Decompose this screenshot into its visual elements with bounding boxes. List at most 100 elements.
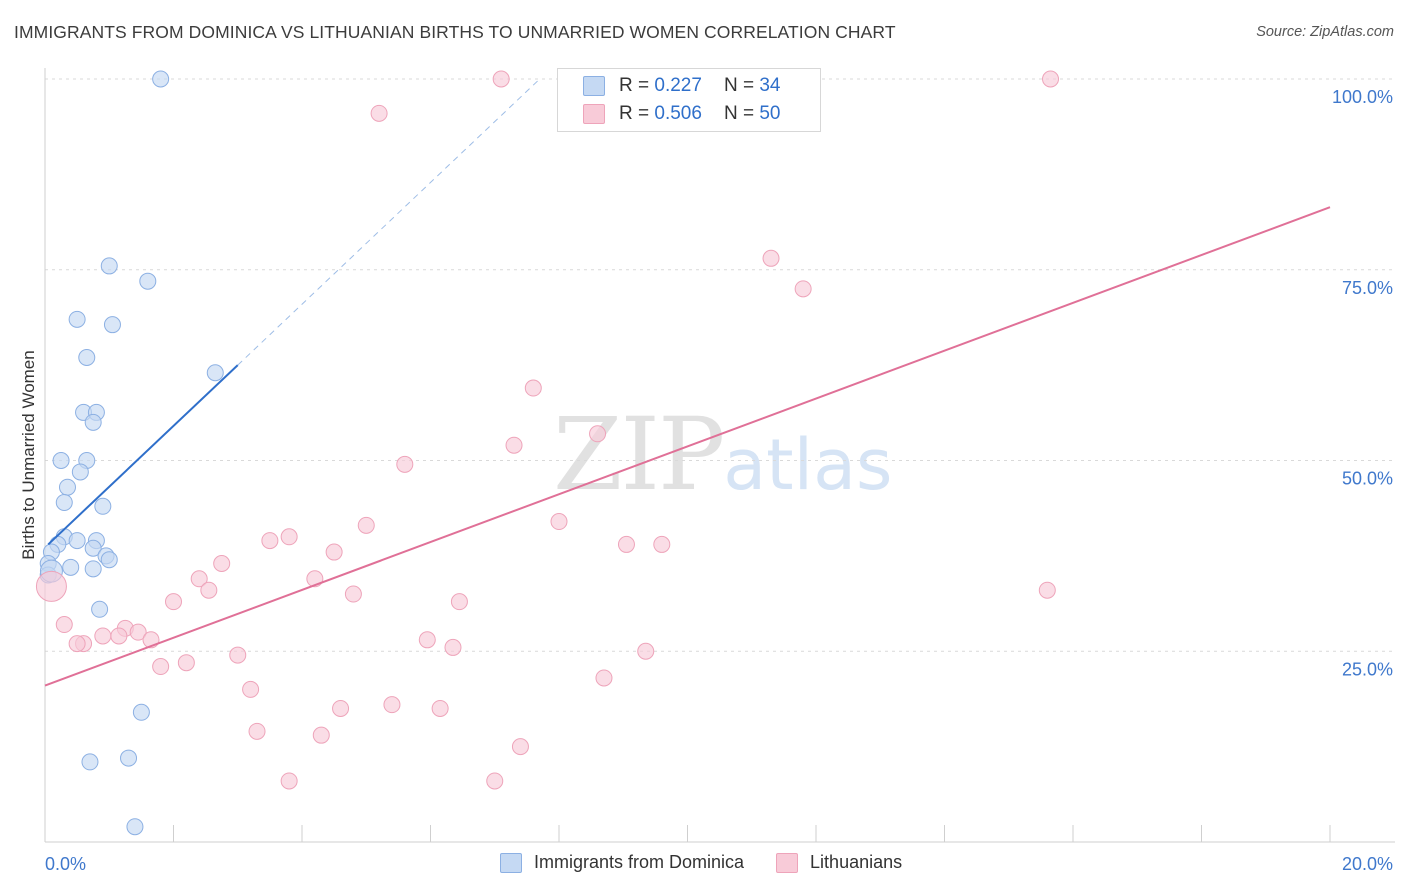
dominica-point xyxy=(68,532,86,550)
lithuanian-point xyxy=(152,658,170,676)
axis-layer xyxy=(44,68,1395,843)
lithuanian-point xyxy=(213,555,231,573)
dominica-trend-extension xyxy=(237,78,541,366)
dominica-point xyxy=(139,272,157,290)
dominica-point xyxy=(91,600,109,618)
lithuanian-point xyxy=(248,722,266,740)
y-axis-label: Births to Unmarried Women xyxy=(19,350,38,559)
lithuanian-point xyxy=(511,738,529,756)
lithuanian-point xyxy=(312,726,330,744)
lithuanian-point xyxy=(1042,70,1060,88)
legend-n-label: N = xyxy=(723,75,755,96)
legend-swatch-pink xyxy=(583,104,605,124)
dominica-point xyxy=(100,257,118,275)
chart-title: IMMIGRANTS FROM DOMINICA VS LITHUANIAN B… xyxy=(14,22,896,42)
legend-swatch-blue xyxy=(500,852,522,873)
dominica-point xyxy=(132,703,150,721)
correlation-legend: R = 0.227 N = 34 R = 0.506 N = 50 xyxy=(557,68,821,132)
source-label: Source: ZipAtlas.com xyxy=(1256,24,1394,40)
lithuanian-point xyxy=(110,627,128,645)
watermark-atlas: atlas xyxy=(723,424,893,506)
lithuanian-point xyxy=(344,585,362,603)
lithuanian-point xyxy=(229,646,247,664)
watermark-zip: ZIP xyxy=(553,396,725,513)
lithuanian-point xyxy=(35,570,67,602)
dominica-point xyxy=(103,316,121,334)
lithuanian-point xyxy=(794,280,812,298)
dominica-point xyxy=(62,558,80,576)
dominica-point xyxy=(81,753,99,771)
watermark: ZIPatlas xyxy=(553,396,892,513)
y-tick-label: 25.0% xyxy=(1342,659,1393,679)
legend-swatch-pink xyxy=(776,852,799,873)
grid-layer xyxy=(45,78,1395,652)
legend-r-label: R = xyxy=(619,75,650,96)
lithuanian-point xyxy=(762,249,780,267)
lithuanian-point xyxy=(370,104,388,122)
legend-row-dominica: R = 0.227 N = 34 xyxy=(583,74,780,98)
dominica-point xyxy=(52,452,70,469)
legend-label-dominica: Immigrants from Dominica xyxy=(534,852,745,872)
dominica-point xyxy=(84,413,102,431)
legend-n-label: N = xyxy=(723,103,755,124)
lithuanian-point xyxy=(505,436,523,454)
dominica-point xyxy=(206,364,224,382)
lithuanian-point xyxy=(129,623,147,641)
lithuanian-point xyxy=(450,593,468,611)
lithuanian-point xyxy=(357,516,375,534)
lithuanian-point xyxy=(332,699,350,717)
lithuanian-point xyxy=(524,379,542,397)
lithuanian-point xyxy=(68,635,86,653)
dominica-point xyxy=(84,560,102,578)
lithuanian-point xyxy=(325,543,343,561)
lithuanian-point xyxy=(383,696,401,714)
dominica-point xyxy=(84,539,102,557)
lithuanian-point xyxy=(653,535,671,553)
lithuanian-point xyxy=(55,616,73,634)
dominica-point xyxy=(58,478,76,496)
legend-n-value: 50 xyxy=(759,103,781,124)
lithuanian-point xyxy=(200,581,218,599)
lithuanian-point xyxy=(94,627,112,645)
legend-r-label: R = xyxy=(619,103,650,124)
legend-item-lithuanians[interactable]: Lithuanians xyxy=(776,852,902,873)
dominica-point xyxy=(78,348,96,366)
series-legend: Immigrants from Dominica Lithuanians xyxy=(500,852,934,873)
dominica-point xyxy=(100,551,118,569)
legend-item-dominica[interactable]: Immigrants from Dominica xyxy=(500,852,744,873)
legend-r-value: 0.506 xyxy=(654,103,702,124)
lithuanian-point xyxy=(190,570,208,588)
x-tick-label: 0.0% xyxy=(45,854,86,874)
y-tick-label: 100.0% xyxy=(1332,87,1393,107)
lithuanian-trend-line xyxy=(44,206,1331,687)
trend-layer xyxy=(44,78,1331,687)
lithuanian-point xyxy=(444,638,462,656)
x-tick-label: 20.0% xyxy=(1342,854,1393,874)
dominica-point xyxy=(126,818,144,836)
dominica-point xyxy=(68,310,86,328)
legend-n-value: 34 xyxy=(759,75,781,96)
lithuanian-point xyxy=(1038,581,1056,599)
lithuanian-point xyxy=(637,642,655,660)
lithuanian-point xyxy=(492,70,510,88)
dominica-point xyxy=(55,493,73,511)
lithuanian-point xyxy=(431,699,449,717)
lithuanian-point xyxy=(280,772,298,790)
lithuanian-point xyxy=(617,535,635,553)
points-layer xyxy=(35,70,1060,836)
label-layer: 25.0% 50.0% 75.0% 100.0% 0.0% 20.0% Births to … xyxy=(19,87,1393,874)
lithuanian-point xyxy=(550,513,568,531)
lithuanian-point xyxy=(177,654,195,672)
dominica-point xyxy=(120,749,138,767)
legend-r-value: 0.227 xyxy=(654,75,702,96)
legend-swatch-blue xyxy=(583,76,605,96)
dominica-point xyxy=(71,463,89,481)
lithuanian-point xyxy=(589,425,607,443)
dominica-point xyxy=(94,497,112,515)
lithuanian-point xyxy=(396,455,414,473)
lithuanian-point xyxy=(595,669,613,687)
y-tick-label: 50.0% xyxy=(1342,469,1393,489)
legend-label-lithuanians: Lithuanians xyxy=(810,852,903,872)
y-tick-label: 75.0% xyxy=(1342,278,1393,298)
